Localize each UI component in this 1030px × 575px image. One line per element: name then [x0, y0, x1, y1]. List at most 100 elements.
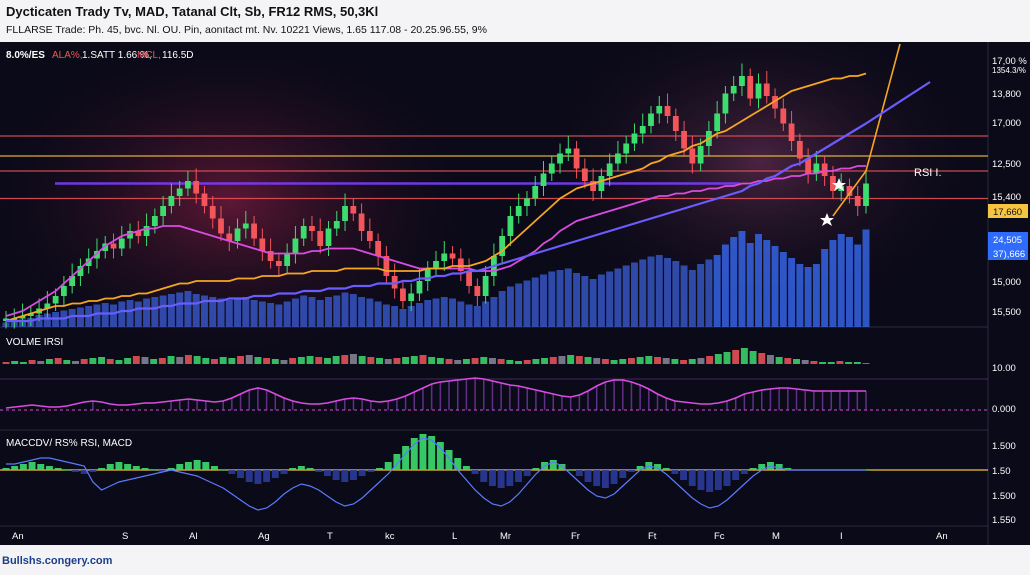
- candles: [3, 63, 869, 329]
- volume-bar-50: [415, 303, 423, 327]
- candle-body-3: [27, 313, 34, 316]
- volume-panel-bar-39: [341, 355, 349, 364]
- volume-bar-16: [134, 301, 142, 327]
- macd-hist-bar-48: [419, 434, 427, 470]
- macd-hist-bar-52: [454, 458, 462, 470]
- candle-body-0: [3, 318, 9, 321]
- candle-body-87: [722, 93, 729, 114]
- legend-series-a: ALA%,: [52, 50, 83, 61]
- volume-panel-bar-22: [193, 356, 201, 364]
- volume-panel-bar-35: [306, 356, 314, 364]
- candle-body-16: [135, 231, 142, 236]
- badge-yellow: [988, 204, 1028, 218]
- candle-body-36: [300, 226, 307, 239]
- volume-panel-bar-6: [54, 358, 62, 364]
- price-tick-3: 17,000: [992, 118, 1021, 129]
- volume-panel-bar-73: [636, 357, 644, 364]
- volume-bar-26: [217, 298, 225, 327]
- candle-body-63: [524, 198, 530, 206]
- volume-panel-bar-51: [445, 359, 453, 364]
- volume-bar-66: [548, 271, 556, 327]
- volume-panel-bar-79: [688, 359, 696, 364]
- volume-panel-bar-3: [28, 360, 36, 364]
- volume-bar-29: [242, 297, 250, 327]
- candle-body-70: [581, 168, 588, 181]
- volume-bar-72: [597, 274, 605, 327]
- candle-body-1: [11, 318, 18, 321]
- candle-body-73: [606, 163, 613, 176]
- volume-panel-bar-23: [202, 358, 210, 364]
- volume-panel-bar-67: [584, 357, 592, 364]
- volume-panel-bar-85: [740, 348, 748, 364]
- volume-panel-bar-94: [819, 362, 827, 364]
- macd-hist-bar-13: [115, 462, 123, 470]
- volume-panel-bar-71: [619, 359, 627, 364]
- volume-panel-bar-26: [228, 358, 236, 364]
- x-tick-1: S: [122, 531, 128, 542]
- candle-body-53: [441, 253, 448, 261]
- volume-bar-46: [382, 304, 390, 327]
- volume-bar-94: [779, 252, 787, 327]
- volume-bar-71: [589, 279, 597, 327]
- macd-hist-bar-84: [732, 470, 740, 480]
- candle-body-2: [19, 316, 26, 319]
- macd-hist-bar-8: [72, 470, 79, 472]
- x-tick-6: L: [452, 531, 457, 542]
- macd-hist-bar-5: [45, 466, 53, 470]
- candle-body-32: [267, 251, 274, 261]
- candle-body-20: [168, 196, 175, 206]
- volume-panel-bar-43: [376, 358, 384, 364]
- badge-yellow-text: 17,660: [993, 207, 1022, 218]
- macd-hist-bar-76: [662, 468, 670, 470]
- volume-bar-62: [515, 283, 523, 327]
- x-tick-10: Fc: [714, 531, 725, 542]
- volume-bar-44: [366, 298, 374, 327]
- candle-body-79: [656, 106, 663, 114]
- badge-blue-2: [988, 246, 1028, 260]
- price-tick-5: 15,400: [992, 192, 1021, 203]
- blue-projection-line: [865, 81, 931, 125]
- volume-bar-93: [771, 246, 779, 327]
- macd-hist-bar-78: [680, 470, 688, 480]
- macd-hist-bar-83: [723, 470, 731, 486]
- macd-hist-bar-40: [350, 470, 357, 480]
- macd-hist-bar-39: [341, 470, 349, 482]
- moving-averages: [5, 43, 931, 323]
- volume-bar-40: [333, 295, 341, 327]
- x-tick-2: Al: [189, 531, 197, 542]
- price-tick-2: 13,800: [992, 89, 1021, 100]
- x-tick-3: Ag: [258, 531, 270, 542]
- candle-body-28: [234, 228, 241, 241]
- volume-bar-12: [101, 303, 109, 327]
- chart-footer: Bullshs.congery.com: [0, 545, 1030, 575]
- volume-panel-bar-18: [158, 358, 166, 364]
- candle-body-78: [648, 113, 654, 126]
- x-tick-7: Mr: [500, 531, 511, 542]
- volume-panel-bar-2: [19, 362, 27, 364]
- candle-body-44: [366, 231, 373, 241]
- volume-bar-43: [358, 297, 366, 327]
- macd-hist-bar-23: [202, 462, 210, 470]
- candle-body-71: [590, 181, 597, 191]
- volume-panel-bar-45: [393, 358, 401, 364]
- macd-hist-bar-42: [367, 470, 375, 472]
- macd-hist-bar-0: [2, 468, 10, 470]
- macd-hist-bar-7: [63, 470, 71, 471]
- chart-canvas[interactable]: 8.0%/ES ALA%, 1.SATT 1.66 %, MCL, 116.5D…: [0, 42, 1030, 545]
- badge-blue-1: [988, 232, 1028, 246]
- chart-header: Dycticaten Trady Tv, MAD, Tatanal Clt, S…: [0, 0, 1030, 42]
- badge-blue-2-text: 37),666: [993, 249, 1025, 260]
- volume-bar-104: [862, 229, 870, 327]
- volume-bar-73: [606, 271, 614, 327]
- legend-series-b: 1.SATT 1.66 %,: [82, 50, 152, 61]
- volume-panel-bar-75: [654, 357, 661, 364]
- x-tick-4: T: [327, 531, 333, 542]
- macd-signal-line: [6, 437, 866, 511]
- macd-hist-bar-17: [150, 470, 158, 471]
- macd-hist-bar-46: [402, 446, 410, 470]
- candle-body-35: [292, 238, 299, 254]
- candle-body-19: [160, 206, 167, 216]
- volume-bar-47: [391, 306, 399, 327]
- macd-hist-bar-38: [332, 470, 340, 480]
